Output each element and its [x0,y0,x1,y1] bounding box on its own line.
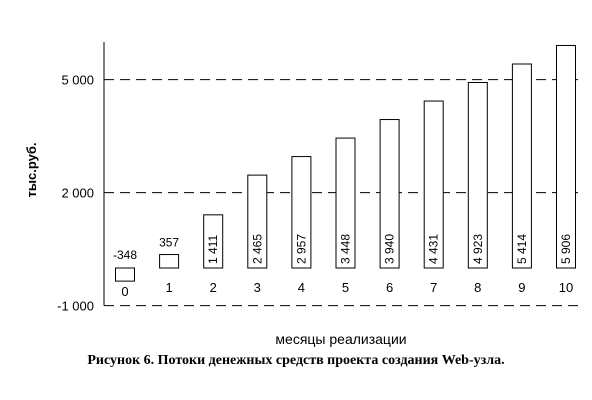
data-label: -348 [113,248,137,262]
x-tick-labels: 0 1 2 3 4 5 6 7 8 9 10 [121,280,573,299]
bar [379,119,400,269]
bar [203,214,224,269]
data-label: 2 465 [250,234,264,264]
bar [511,63,532,269]
y-tick-label: -1 000 [57,299,94,314]
x-tick-label: 3 [254,280,261,295]
bar [115,267,135,282]
data-label: 3 448 [339,234,353,264]
x-tick-label: 9 [518,280,525,295]
bar [159,254,180,269]
data-label: 3 940 [383,234,397,264]
x-tick-label: 6 [386,280,393,295]
data-label: 4 923 [471,234,485,264]
bar [423,100,444,269]
data-label: 5 414 [515,234,529,264]
data-label: 5 906 [559,234,573,264]
y-tick-label: 5 000 [61,73,94,88]
x-axis-label: месяцы реализации [275,331,406,347]
data-labels: -348 357 1 411 2 465 2 957 3 448 3 940 4 431 4 9… [113,234,573,264]
x-tick-label: 2 [210,280,217,295]
bar [247,174,268,269]
bar [467,82,488,269]
data-label: 2 957 [294,234,308,264]
bar [556,44,576,269]
y-axis-label: тыс.руб. [24,143,39,198]
x-tick-label: 10 [559,280,573,295]
bar [291,156,312,269]
data-label: 357 [159,236,179,250]
x-tick-label: 0 [121,284,128,299]
x-tick-label: 7 [430,280,437,295]
y-tick-labels: -1 000 2 000 5 000 [57,73,94,314]
x-tick-label: 8 [474,280,481,295]
bar [335,137,356,269]
figure-caption: Рисунок 6. Потоки денежных средств проек… [87,353,505,368]
x-tick-label: 1 [165,280,172,295]
y-tick-label: 2 000 [61,186,94,201]
bars [115,44,576,282]
data-label: 4 431 [427,234,441,264]
x-tick-label: 4 [298,280,305,295]
x-tick-label: 5 [342,280,349,295]
data-label: 1 411 [206,235,220,264]
